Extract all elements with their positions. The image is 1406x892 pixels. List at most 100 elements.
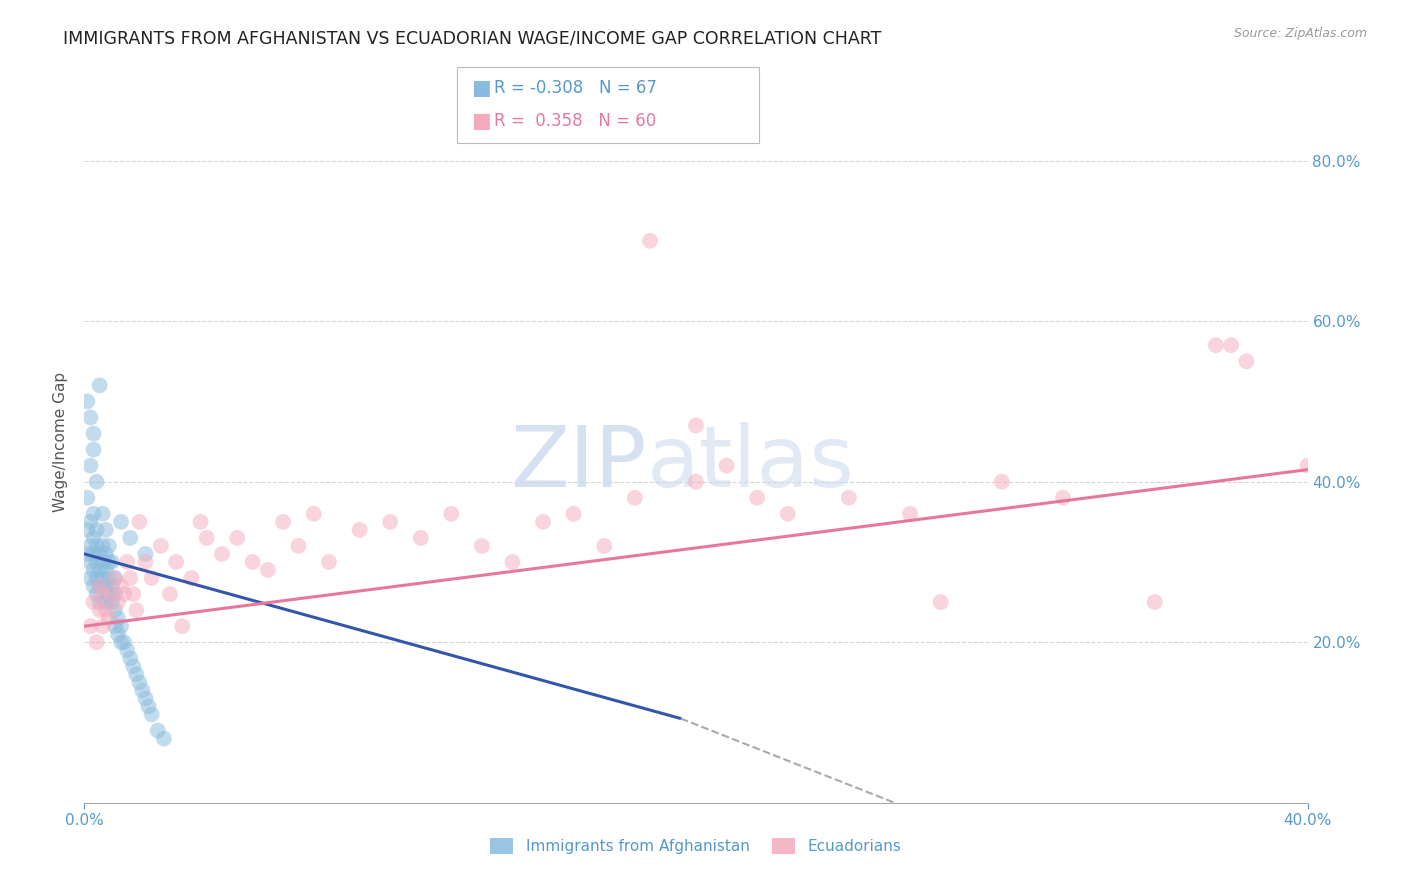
Point <box>685 475 707 489</box>
Point <box>112 635 135 649</box>
Point <box>104 571 127 585</box>
Point <box>120 651 142 665</box>
Point <box>104 619 127 633</box>
Point <box>79 571 101 585</box>
Point <box>91 619 114 633</box>
Point <box>76 394 98 409</box>
Point <box>120 571 142 585</box>
Point <box>110 579 132 593</box>
Point <box>89 563 111 577</box>
Point <box>257 563 280 577</box>
Point <box>97 611 120 625</box>
Point <box>1236 354 1258 368</box>
Point <box>242 555 264 569</box>
Point <box>94 603 117 617</box>
Text: ■: ■ <box>471 78 491 98</box>
Point <box>94 579 117 593</box>
Point <box>91 507 114 521</box>
Point <box>79 515 101 529</box>
Point <box>471 539 494 553</box>
Point <box>125 667 148 681</box>
Point <box>593 539 616 553</box>
Point <box>349 523 371 537</box>
Point <box>128 675 150 690</box>
Legend: Immigrants from Afghanistan, Ecuadorians: Immigrants from Afghanistan, Ecuadorians <box>485 832 907 860</box>
Point <box>502 555 524 569</box>
Point <box>1205 338 1227 352</box>
Point <box>112 587 135 601</box>
Point <box>101 579 124 593</box>
Point <box>76 523 98 537</box>
Point <box>115 555 138 569</box>
Point <box>141 707 163 722</box>
Point <box>86 635 108 649</box>
Point <box>747 491 769 505</box>
Point <box>138 699 160 714</box>
Text: atlas: atlas <box>647 422 855 505</box>
Point <box>83 531 105 545</box>
Point <box>97 539 120 553</box>
Text: ■: ■ <box>471 112 491 131</box>
Point <box>271 515 294 529</box>
Point <box>83 595 105 609</box>
Point <box>94 595 117 609</box>
Point <box>838 491 860 505</box>
Point <box>1052 491 1074 505</box>
Point <box>91 571 114 585</box>
Point <box>146 723 169 738</box>
Point <box>1296 458 1319 473</box>
Point <box>149 539 172 553</box>
Point <box>107 595 129 609</box>
Point <box>94 563 117 577</box>
Point <box>89 579 111 593</box>
Point <box>125 603 148 617</box>
Point <box>89 603 111 617</box>
Point <box>97 587 120 601</box>
Point <box>115 643 138 657</box>
Point <box>89 547 111 561</box>
Text: ZIP: ZIP <box>510 422 647 505</box>
Point <box>79 555 101 569</box>
Point <box>86 587 108 601</box>
Point <box>562 507 585 521</box>
Point <box>195 531 218 545</box>
Point <box>83 563 105 577</box>
Point <box>180 571 202 585</box>
Point <box>94 547 117 561</box>
Point <box>172 619 194 633</box>
Point <box>1220 338 1243 352</box>
Point <box>91 555 114 569</box>
Point <box>135 691 157 706</box>
Point <box>83 442 105 457</box>
Point <box>91 587 114 601</box>
Point <box>1143 595 1166 609</box>
Point <box>440 507 463 521</box>
Point <box>79 539 101 553</box>
Text: R = -0.308   N = 67: R = -0.308 N = 67 <box>494 79 657 97</box>
Point <box>107 627 129 641</box>
Point <box>89 378 111 392</box>
Point <box>104 603 127 617</box>
Point <box>287 539 309 553</box>
Point <box>929 595 952 609</box>
Point <box>83 426 105 441</box>
Point <box>79 458 101 473</box>
Point <box>104 571 127 585</box>
Point <box>86 523 108 537</box>
Point <box>89 579 111 593</box>
Point <box>79 619 101 633</box>
Point <box>101 595 124 609</box>
Point <box>380 515 402 529</box>
Point <box>101 555 124 569</box>
Point <box>76 547 98 561</box>
Point <box>86 475 108 489</box>
Text: R =  0.358   N = 60: R = 0.358 N = 60 <box>494 112 655 130</box>
Point <box>638 234 661 248</box>
Point <box>531 515 554 529</box>
Point <box>122 587 145 601</box>
Point <box>302 507 325 521</box>
Point <box>226 531 249 545</box>
Point <box>107 611 129 625</box>
Point <box>128 515 150 529</box>
Point <box>86 539 108 553</box>
